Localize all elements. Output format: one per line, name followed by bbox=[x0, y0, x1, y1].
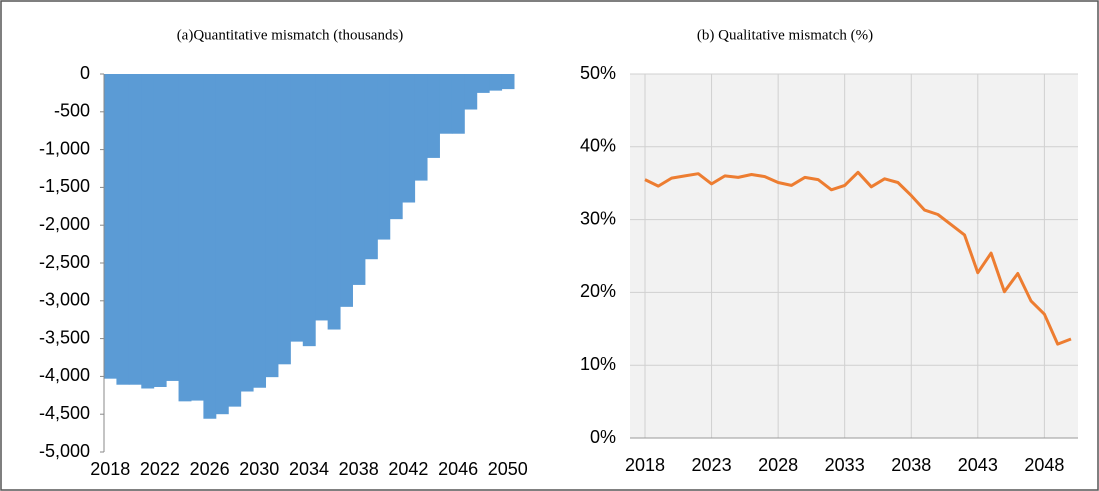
bar bbox=[489, 74, 503, 91]
y-tick-label: -4,500 bbox=[39, 403, 90, 423]
x-tick-label: 2042 bbox=[388, 459, 428, 479]
bar bbox=[377, 74, 391, 240]
bar bbox=[203, 74, 217, 419]
bar bbox=[451, 74, 465, 134]
x-tick-label: 2046 bbox=[438, 459, 478, 479]
y-tick-label: -1,000 bbox=[39, 138, 90, 158]
bar bbox=[128, 74, 142, 385]
x-tick-label: 2018 bbox=[625, 455, 665, 475]
bar bbox=[352, 74, 366, 285]
y-tick-label: -3,500 bbox=[39, 327, 90, 347]
x-tick-label: 2043 bbox=[958, 455, 998, 475]
x-tick-label: 2023 bbox=[692, 455, 732, 475]
bar bbox=[427, 74, 440, 158]
y-tick-label: -2,000 bbox=[39, 214, 90, 234]
y-tick-label: 40% bbox=[580, 136, 616, 156]
bar bbox=[240, 74, 254, 392]
x-tick-label: 2038 bbox=[891, 455, 931, 475]
bar bbox=[290, 74, 304, 342]
bar bbox=[166, 74, 180, 381]
x-tick-label: 2048 bbox=[1024, 455, 1064, 475]
bar bbox=[327, 74, 341, 330]
bar bbox=[439, 74, 453, 134]
x-tick-label: 2050 bbox=[488, 459, 528, 479]
x-tick-label: 2028 bbox=[758, 455, 798, 475]
bar bbox=[253, 74, 267, 388]
bar bbox=[302, 74, 316, 347]
bar bbox=[315, 74, 329, 321]
bar bbox=[104, 74, 117, 379]
x-tick-label: 2038 bbox=[339, 459, 379, 479]
bar bbox=[340, 74, 353, 307]
chart-title: (a)Quantitative mismatch (thousands) bbox=[177, 27, 404, 43]
bar bbox=[501, 74, 515, 90]
y-tick-label: -3,000 bbox=[39, 290, 90, 310]
bar bbox=[277, 74, 291, 365]
y-tick-label: 30% bbox=[580, 208, 616, 228]
bar bbox=[178, 74, 192, 402]
bar bbox=[153, 74, 167, 387]
bar bbox=[464, 74, 478, 110]
y-tick-label: 50% bbox=[580, 63, 616, 83]
bar bbox=[389, 74, 403, 220]
line-series bbox=[644, 170, 1072, 346]
bar bbox=[141, 74, 155, 389]
x-tick-label: 2026 bbox=[190, 459, 230, 479]
chart-title: (b) Qualitative mismatch (%) bbox=[697, 27, 873, 43]
plot-area bbox=[630, 74, 1078, 438]
bar bbox=[215, 74, 229, 415]
bar bbox=[116, 74, 130, 385]
y-tick-label: -4,000 bbox=[39, 365, 90, 385]
bar bbox=[364, 74, 378, 260]
x-tick-label: 2022 bbox=[140, 459, 180, 479]
bar bbox=[402, 74, 416, 203]
y-tick-label: -2,500 bbox=[39, 252, 90, 272]
bar bbox=[228, 74, 242, 407]
bar bbox=[476, 74, 490, 93]
y-tick-label: 10% bbox=[580, 354, 616, 374]
x-tick-label: 2030 bbox=[239, 459, 279, 479]
bar bbox=[190, 74, 204, 401]
y-tick-label: 20% bbox=[580, 281, 616, 301]
y-tick-label: 0 bbox=[80, 63, 90, 83]
y-tick-label: -500 bbox=[54, 101, 90, 121]
x-tick-label: 2034 bbox=[289, 459, 329, 479]
y-tick-label: -1,500 bbox=[39, 176, 90, 196]
x-tick-label: 2033 bbox=[825, 455, 865, 475]
y-tick-label: -5,000 bbox=[39, 441, 90, 461]
bar bbox=[414, 74, 428, 181]
bar bbox=[265, 74, 279, 378]
y-tick-label: 0% bbox=[590, 427, 616, 447]
x-tick-label: 2018 bbox=[90, 459, 130, 479]
